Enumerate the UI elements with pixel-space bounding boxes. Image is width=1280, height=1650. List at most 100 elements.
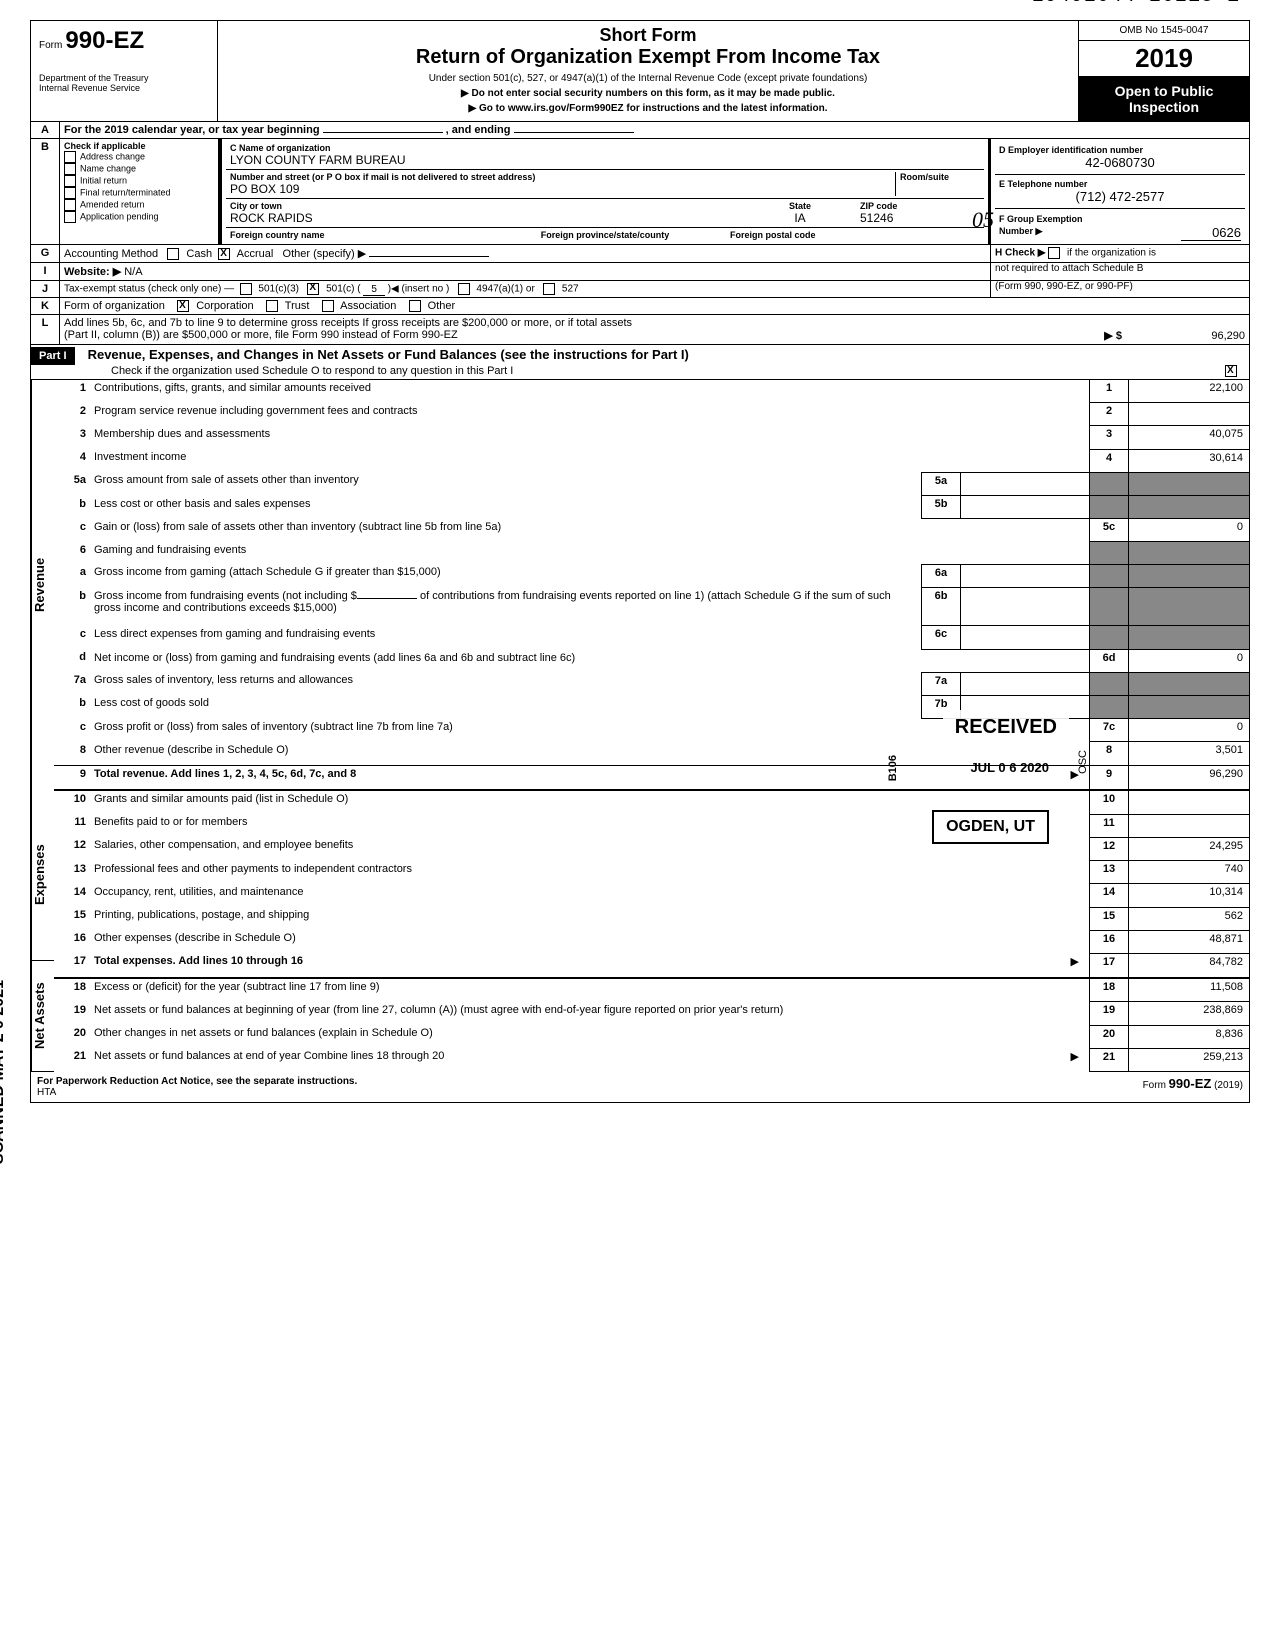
line-6d-text: Net income or (loss) from gaming and fun… <box>90 649 1090 672</box>
b106-stamp: B106 <box>887 755 899 781</box>
paperwork-notice: For Paperwork Reduction Act Notice, see … <box>37 1076 357 1087</box>
line-10-num: 10 <box>54 790 90 814</box>
line-13-num: 13 <box>54 861 90 884</box>
line-5c-rn: 5c <box>1090 519 1129 542</box>
line-2: 2Program service revenue including gover… <box>54 403 1249 426</box>
irs-line: Internal Revenue Service <box>39 83 209 93</box>
line-5a-text: Gross amount from sale of assets other t… <box>90 472 922 495</box>
opt-initial-return[interactable]: Initial return <box>64 175 214 187</box>
line-5a-shade2 <box>1129 472 1250 495</box>
line-6b-inval[interactable] <box>961 588 1090 626</box>
line-7a-shade <box>1090 672 1129 695</box>
accrual-label: Accrual <box>237 248 274 260</box>
city-value: ROCK RAPIDS <box>230 211 740 225</box>
line-1-text: Contributions, gifts, grants, and simila… <box>90 380 1090 403</box>
website-value: N/A <box>124 266 142 278</box>
h-text3: (Form 990, 990-EZ, or 990-PF) <box>995 281 1133 292</box>
state-label: State <box>740 201 860 211</box>
other-method-field[interactable] <box>369 256 489 257</box>
line-14-num: 14 <box>54 884 90 907</box>
corporation-checkbox[interactable] <box>177 300 189 312</box>
line-7a-inval[interactable] <box>961 672 1090 695</box>
tax-year-end-field[interactable] <box>514 132 634 133</box>
accrual-checkbox[interactable] <box>218 248 230 260</box>
501c-checkbox[interactable] <box>307 283 319 295</box>
line-6c-in: 6c <box>922 626 961 649</box>
right-header-cell: OMB No 1545-0047 2019 Open to Public Ins… <box>1078 21 1249 121</box>
tax-year-begin-field[interactable] <box>323 132 443 133</box>
line-12-num: 12 <box>54 837 90 860</box>
jul-date-stamp: JUL 0 6 2020 <box>970 760 1049 775</box>
addr-value: PO BOX 109 <box>230 182 895 196</box>
opt-address-change[interactable]: Address change <box>64 151 214 163</box>
line-10-rn: 10 <box>1090 790 1129 814</box>
line-16-text: Other expenses (describe in Schedule O) <box>90 930 1090 953</box>
line-7a-in: 7a <box>922 672 961 695</box>
line-5b-text: Less cost or other basis and sales expen… <box>90 496 922 519</box>
e-label: E Telephone number <box>999 179 1241 189</box>
line-6a-num: a <box>54 564 90 587</box>
line-5b: bLess cost or other basis and sales expe… <box>54 496 1249 519</box>
line-7a-shade2 <box>1129 672 1250 695</box>
line-5b-in: 5b <box>922 496 961 519</box>
letter-j: J <box>31 281 60 297</box>
org-info-block: B Check if applicable Address change Nam… <box>31 139 1249 245</box>
row-i: I Website: ▶ N/A not required to attach … <box>31 263 1249 281</box>
check-if-applicable-col: Check if applicable Address change Name … <box>60 139 220 244</box>
line-4-val: 30,614 <box>1129 449 1250 472</box>
row-l-arrow: ▶ $ <box>1104 330 1122 342</box>
line-11: 11Benefits paid to or for members11 <box>54 814 1249 837</box>
opt-application-pending[interactable]: Application pending <box>64 211 214 223</box>
line-15-rn: 15 <box>1090 907 1129 930</box>
501c3-checkbox[interactable] <box>240 283 252 295</box>
line-11-rn: 11 <box>1090 814 1129 837</box>
line-6d-num: d <box>54 649 90 672</box>
row-a: A For the 2019 calendar year, or tax yea… <box>31 122 1249 139</box>
line-5a-inval[interactable] <box>961 472 1090 495</box>
line-21: 21Net assets or fund balances at end of … <box>54 1048 1249 1071</box>
cash-checkbox[interactable] <box>167 248 179 260</box>
4947-checkbox[interactable] <box>458 283 470 295</box>
line-6d: dNet income or (loss) from gaming and fu… <box>54 649 1249 672</box>
line-5a-in: 5a <box>922 472 961 495</box>
c-label: C Name of organization <box>230 143 980 153</box>
h-checkbox[interactable] <box>1048 247 1060 259</box>
state-value: IA <box>740 211 860 225</box>
lines-table: 1Contributions, gifts, grants, and simil… <box>54 380 1249 1072</box>
line-7a-num: 7a <box>54 672 90 695</box>
line-11-val <box>1129 814 1250 837</box>
line-8: 8Other revenue (describe in Schedule O)8… <box>54 742 1249 765</box>
line-15-val: 562 <box>1129 907 1250 930</box>
line-7b-shade <box>1090 695 1129 718</box>
line-6a-text: Gross income from gaming (attach Schedul… <box>90 564 922 587</box>
line-6c: cLess direct expenses from gaming and fu… <box>54 626 1249 649</box>
line-6b-contrib-field[interactable] <box>357 598 417 599</box>
opt-amended-return[interactable]: Amended return <box>64 199 214 211</box>
association-checkbox[interactable] <box>322 300 334 312</box>
line-6c-inval[interactable] <box>961 626 1090 649</box>
501c-label: 501(c) ( <box>326 284 360 295</box>
trust-checkbox[interactable] <box>266 300 278 312</box>
footer-row: For Paperwork Reduction Act Notice, see … <box>31 1072 1249 1102</box>
line-14-text: Occupancy, rent, utilities, and maintena… <box>90 884 1090 907</box>
line-14: 14Occupancy, rent, utilities, and mainte… <box>54 884 1249 907</box>
line-18-text: Excess or (deficit) for the year (subtra… <box>90 978 1090 1002</box>
4947-label: 4947(a)(1) or <box>476 284 534 295</box>
row-j: J Tax-exempt status (check only one) — 5… <box>31 281 1249 298</box>
line-1: 1Contributions, gifts, grants, and simil… <box>54 380 1249 403</box>
schedule-o-checkbox[interactable] <box>1225 365 1237 377</box>
opt-name-change[interactable]: Name change <box>64 163 214 175</box>
cash-label: Cash <box>186 248 212 260</box>
opt-final-return[interactable]: Final return/terminated <box>64 187 214 199</box>
line-21-num: 21 <box>54 1048 90 1071</box>
line-6a-inval[interactable] <box>961 564 1090 587</box>
line-5b-inval[interactable] <box>961 496 1090 519</box>
part1-header-row: Part I Revenue, Expenses, and Changes in… <box>31 345 1249 380</box>
other-org-checkbox[interactable] <box>409 300 421 312</box>
h-text1: if the organization is <box>1067 248 1156 259</box>
line-2-num: 2 <box>54 403 90 426</box>
line-12-val: 24,295 <box>1129 837 1250 860</box>
line-19-text: Net assets or fund balances at beginning… <box>90 1002 1090 1025</box>
hta-label: HTA <box>37 1087 56 1098</box>
527-checkbox[interactable] <box>543 283 555 295</box>
